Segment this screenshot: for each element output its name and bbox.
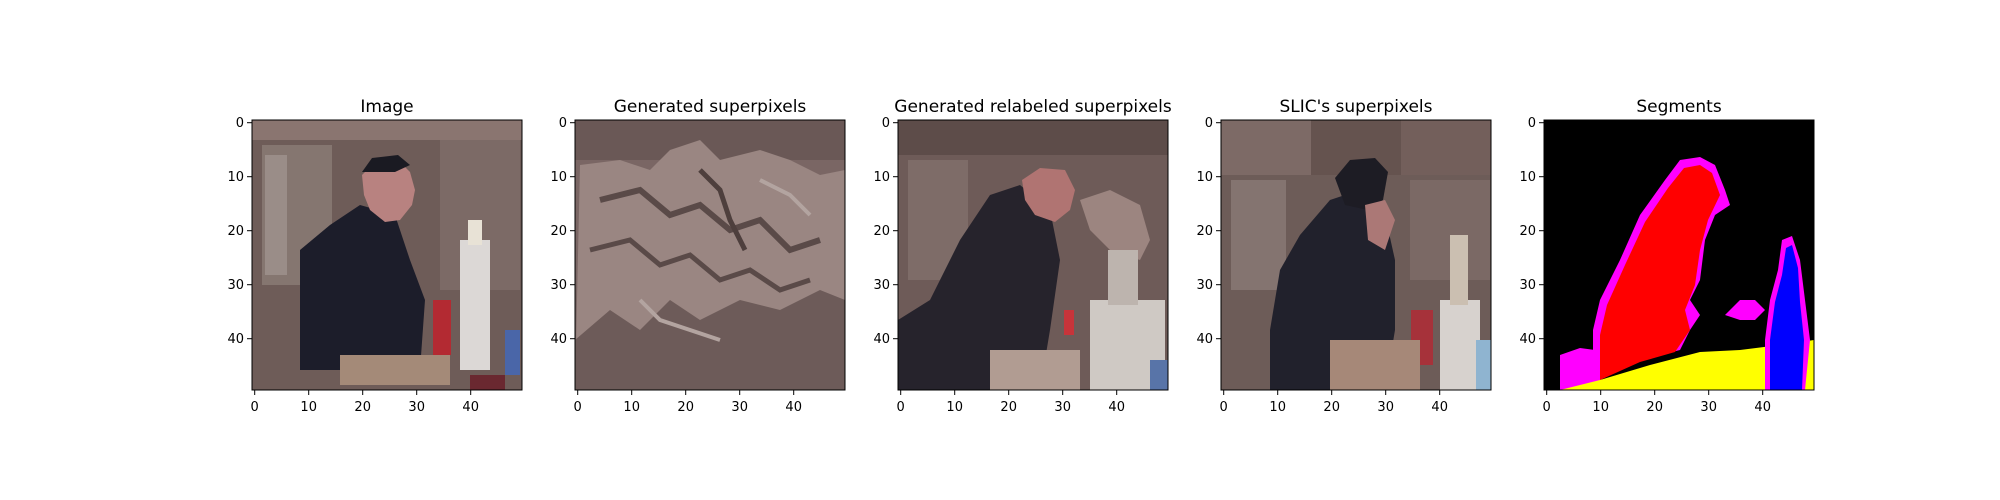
image-content bbox=[252, 120, 522, 390]
x-tick-label: 20 bbox=[1000, 400, 1017, 415]
y-tick-label: 30 bbox=[227, 278, 244, 293]
x-tick-label: 40 bbox=[1108, 400, 1125, 415]
y-tick-label: 0 bbox=[1528, 116, 1536, 131]
y-tick-label: 20 bbox=[550, 224, 567, 239]
y-tick-label: 10 bbox=[1519, 170, 1536, 185]
panel-generated-superpixels: Generated superpixels 0 10 20 30 40 0 10 20 30 4… bbox=[550, 97, 846, 415]
segments-content bbox=[1544, 120, 1814, 390]
x-tick-label: 10 bbox=[1592, 400, 1609, 415]
y-tick-label: 0 bbox=[1205, 116, 1213, 131]
x-tick-label: 20 bbox=[354, 400, 371, 415]
y-tick-label: 30 bbox=[1196, 278, 1213, 293]
x-tick-label: 20 bbox=[1323, 400, 1340, 415]
x-tick-label: 40 bbox=[785, 400, 802, 415]
panel-title: SLIC's superpixels bbox=[1279, 97, 1432, 117]
x-axis: 0 10 20 30 40 bbox=[574, 390, 802, 415]
x-tick-label: 30 bbox=[408, 400, 425, 415]
y-tick-label: 40 bbox=[873, 332, 890, 347]
generated-superpixels-content bbox=[575, 120, 845, 390]
panel-title: Generated superpixels bbox=[614, 97, 807, 117]
x-tick-label: 0 bbox=[574, 400, 582, 415]
y-axis: 0 10 20 30 40 bbox=[550, 116, 575, 347]
x-tick-label: 40 bbox=[462, 400, 479, 415]
x-tick-label: 0 bbox=[1220, 400, 1228, 415]
y-tick-label: 20 bbox=[873, 224, 890, 239]
y-tick-label: 40 bbox=[227, 332, 244, 347]
y-tick-label: 30 bbox=[873, 278, 890, 293]
x-tick-label: 30 bbox=[1700, 400, 1717, 415]
x-tick-label: 10 bbox=[623, 400, 640, 415]
x-tick-label: 10 bbox=[300, 400, 317, 415]
y-axis: 0 10 20 30 40 bbox=[873, 116, 898, 347]
x-axis: 0 10 20 30 40 bbox=[1543, 390, 1771, 415]
y-tick-label: 10 bbox=[550, 170, 567, 185]
x-tick-label: 20 bbox=[677, 400, 694, 415]
panel-title: Generated relabeled superpixels bbox=[894, 97, 1172, 117]
axes-frame bbox=[897, 119, 1169, 391]
y-tick-label: 10 bbox=[1196, 170, 1213, 185]
y-tick-label: 10 bbox=[227, 170, 244, 185]
y-axis: 0 10 20 30 40 bbox=[1196, 116, 1221, 347]
y-tick-label: 20 bbox=[1519, 224, 1536, 239]
x-tick-label: 30 bbox=[731, 400, 748, 415]
x-tick-label: 10 bbox=[1269, 400, 1286, 415]
x-tick-label: 40 bbox=[1754, 400, 1771, 415]
y-axis: 0 10 20 30 40 bbox=[1519, 116, 1544, 347]
y-tick-label: 40 bbox=[1196, 332, 1213, 347]
panel-generated-relabeled-superpixels: Generated relabeled superpixels 0 10 20 30 4… bbox=[873, 97, 1171, 415]
x-tick-label: 10 bbox=[946, 400, 963, 415]
y-tick-label: 0 bbox=[882, 116, 890, 131]
x-axis: 0 10 20 30 40 bbox=[1220, 390, 1448, 415]
y-tick-label: 30 bbox=[1519, 278, 1536, 293]
panel-segments: Segments 0 10 20 30 40 0 10 20 30 40 bbox=[1519, 97, 1815, 415]
panel-slic-superpixels: SLIC's superpixels 0 10 20 30 40 0 10 20 30 40 bbox=[1196, 97, 1492, 415]
x-axis: 0 10 20 30 40 bbox=[897, 390, 1125, 415]
axes-frame bbox=[1220, 119, 1492, 391]
x-tick-label: 0 bbox=[1543, 400, 1551, 415]
x-axis: 0 10 20 30 40 bbox=[251, 390, 479, 415]
x-tick-label: 20 bbox=[1646, 400, 1663, 415]
x-tick-label: 40 bbox=[1431, 400, 1448, 415]
y-tick-label: 0 bbox=[559, 116, 567, 131]
y-axis: 0 10 20 30 40 bbox=[227, 116, 252, 347]
y-tick-label: 40 bbox=[1519, 332, 1536, 347]
panel-title: Image bbox=[360, 97, 413, 117]
y-tick-label: 20 bbox=[227, 224, 244, 239]
panel-title: Segments bbox=[1636, 97, 1722, 117]
generated-relabeled-superpixels-content bbox=[898, 120, 1168, 390]
axes-frame bbox=[574, 119, 846, 391]
x-tick-label: 30 bbox=[1054, 400, 1071, 415]
y-tick-label: 30 bbox=[550, 278, 567, 293]
axes-frame bbox=[251, 119, 523, 391]
slic-superpixels-content bbox=[1221, 120, 1491, 390]
y-tick-label: 0 bbox=[236, 116, 244, 131]
y-tick-label: 10 bbox=[873, 170, 890, 185]
axes-frame bbox=[1543, 119, 1815, 391]
x-tick-label: 0 bbox=[897, 400, 905, 415]
x-tick-label: 30 bbox=[1377, 400, 1394, 415]
y-tick-label: 40 bbox=[550, 332, 567, 347]
panel-image: Image 0 10 20 30 40 0 10 20 30 40 bbox=[227, 97, 523, 415]
x-tick-label: 0 bbox=[251, 400, 259, 415]
y-tick-label: 20 bbox=[1196, 224, 1213, 239]
